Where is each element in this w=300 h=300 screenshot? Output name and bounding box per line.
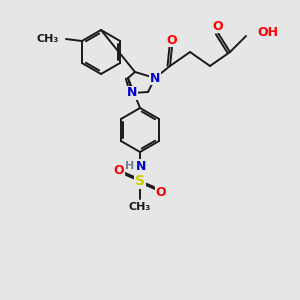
Text: N: N [127, 86, 137, 100]
Text: N: N [136, 160, 146, 172]
Text: CH₃: CH₃ [129, 202, 151, 212]
Text: O: O [213, 20, 223, 32]
Text: S: S [135, 174, 145, 188]
Text: O: O [167, 34, 177, 46]
Text: N: N [150, 71, 160, 85]
Text: CH₃: CH₃ [37, 34, 59, 44]
Text: O: O [156, 185, 166, 199]
Text: OH: OH [257, 26, 278, 38]
Text: H: H [125, 161, 135, 171]
Text: O: O [114, 164, 124, 176]
